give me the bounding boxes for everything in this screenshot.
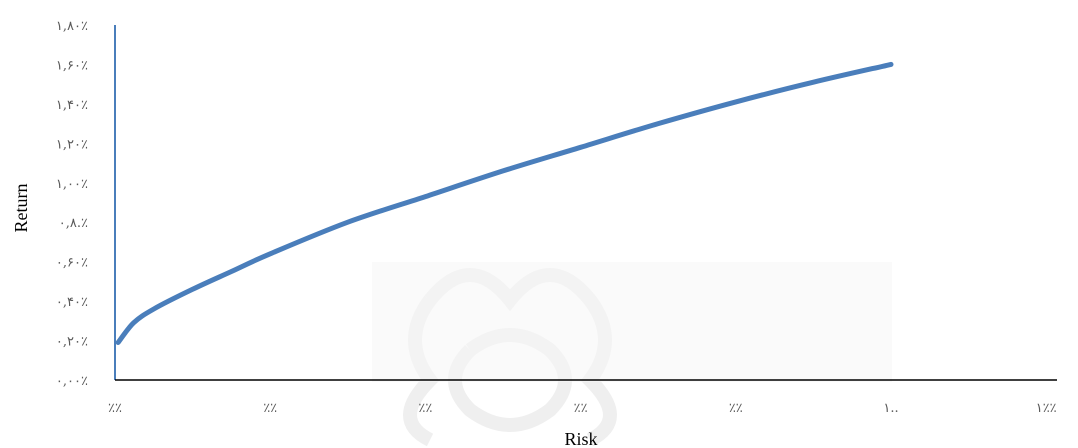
y-tick-label: ١,۶٠٪ xyxy=(56,58,88,73)
x-tick-label: ٪٪ xyxy=(263,401,277,416)
y-tick-label: ٠,٢٠٪ xyxy=(56,335,88,350)
x-tick-label: ٪٪ xyxy=(418,401,432,416)
y-tick-label: ١,٠٠٪ xyxy=(56,177,88,192)
y-tick-label: ٠,٠٠٪ xyxy=(56,374,88,389)
x-tick-label: ٪٪ xyxy=(729,401,743,416)
x-tick-label: ١٪٪ xyxy=(1036,401,1057,416)
series-line xyxy=(115,61,894,345)
y-tick-label: ٠,۶٠٪ xyxy=(56,256,88,271)
y-tick-label: ١,٨٠٪ xyxy=(56,19,88,34)
x-tick-label: ٪٪ xyxy=(574,401,588,416)
y-tick-labels: ٠,٠٠٪ ٠,٢٠٪ ٠,۴٠٪ ٠,۶٠٪ ٠,٨.٪ ١,٠٠٪ ١,٢٠٪ ١,۴٠٪… xyxy=(56,19,88,389)
x-tick-label: ٪٪ xyxy=(108,401,122,416)
y-tick-label: ١,٢٠٪ xyxy=(56,137,88,152)
y-axis-title: Return xyxy=(11,184,31,233)
x-tick-label: ١.. xyxy=(883,401,898,416)
y-tick-label: ٠,۴٠٪ xyxy=(56,295,88,310)
x-axis-title: Risk xyxy=(564,429,597,448)
x-tick-labels: ٪٪ ٪٪ ٪٪ ٪٪ ٪٪ ١.. ١٪٪ xyxy=(108,401,1057,416)
y-tick-label: ١,۴٠٪ xyxy=(56,98,88,113)
y-tick-label: ٠,٨.٪ xyxy=(59,216,88,231)
watermark-logo xyxy=(372,262,892,447)
